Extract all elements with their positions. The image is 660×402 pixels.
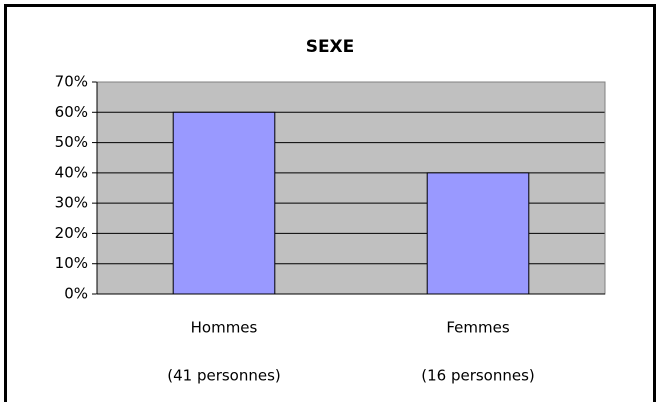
x-tick-label: Hommes [191,319,258,337]
x-tick-note: (41 personnes) [167,367,281,385]
y-tick-label: 20% [55,224,88,242]
y-tick-label: 30% [55,194,88,212]
y-tick-label: 50% [55,133,88,151]
y-tick-label: 40% [55,163,88,181]
y-tick-label: 0% [64,285,88,303]
y-tick-label: 60% [55,103,88,121]
x-tick-label: Femmes [446,319,509,337]
bar [426,172,530,295]
chart-frame [4,4,656,402]
y-tick-label: 10% [55,254,88,272]
x-tick-note: (16 personnes) [421,367,535,385]
bar [172,111,276,295]
chart-title: SEXE [306,37,355,57]
y-tick-label: 70% [55,73,88,91]
